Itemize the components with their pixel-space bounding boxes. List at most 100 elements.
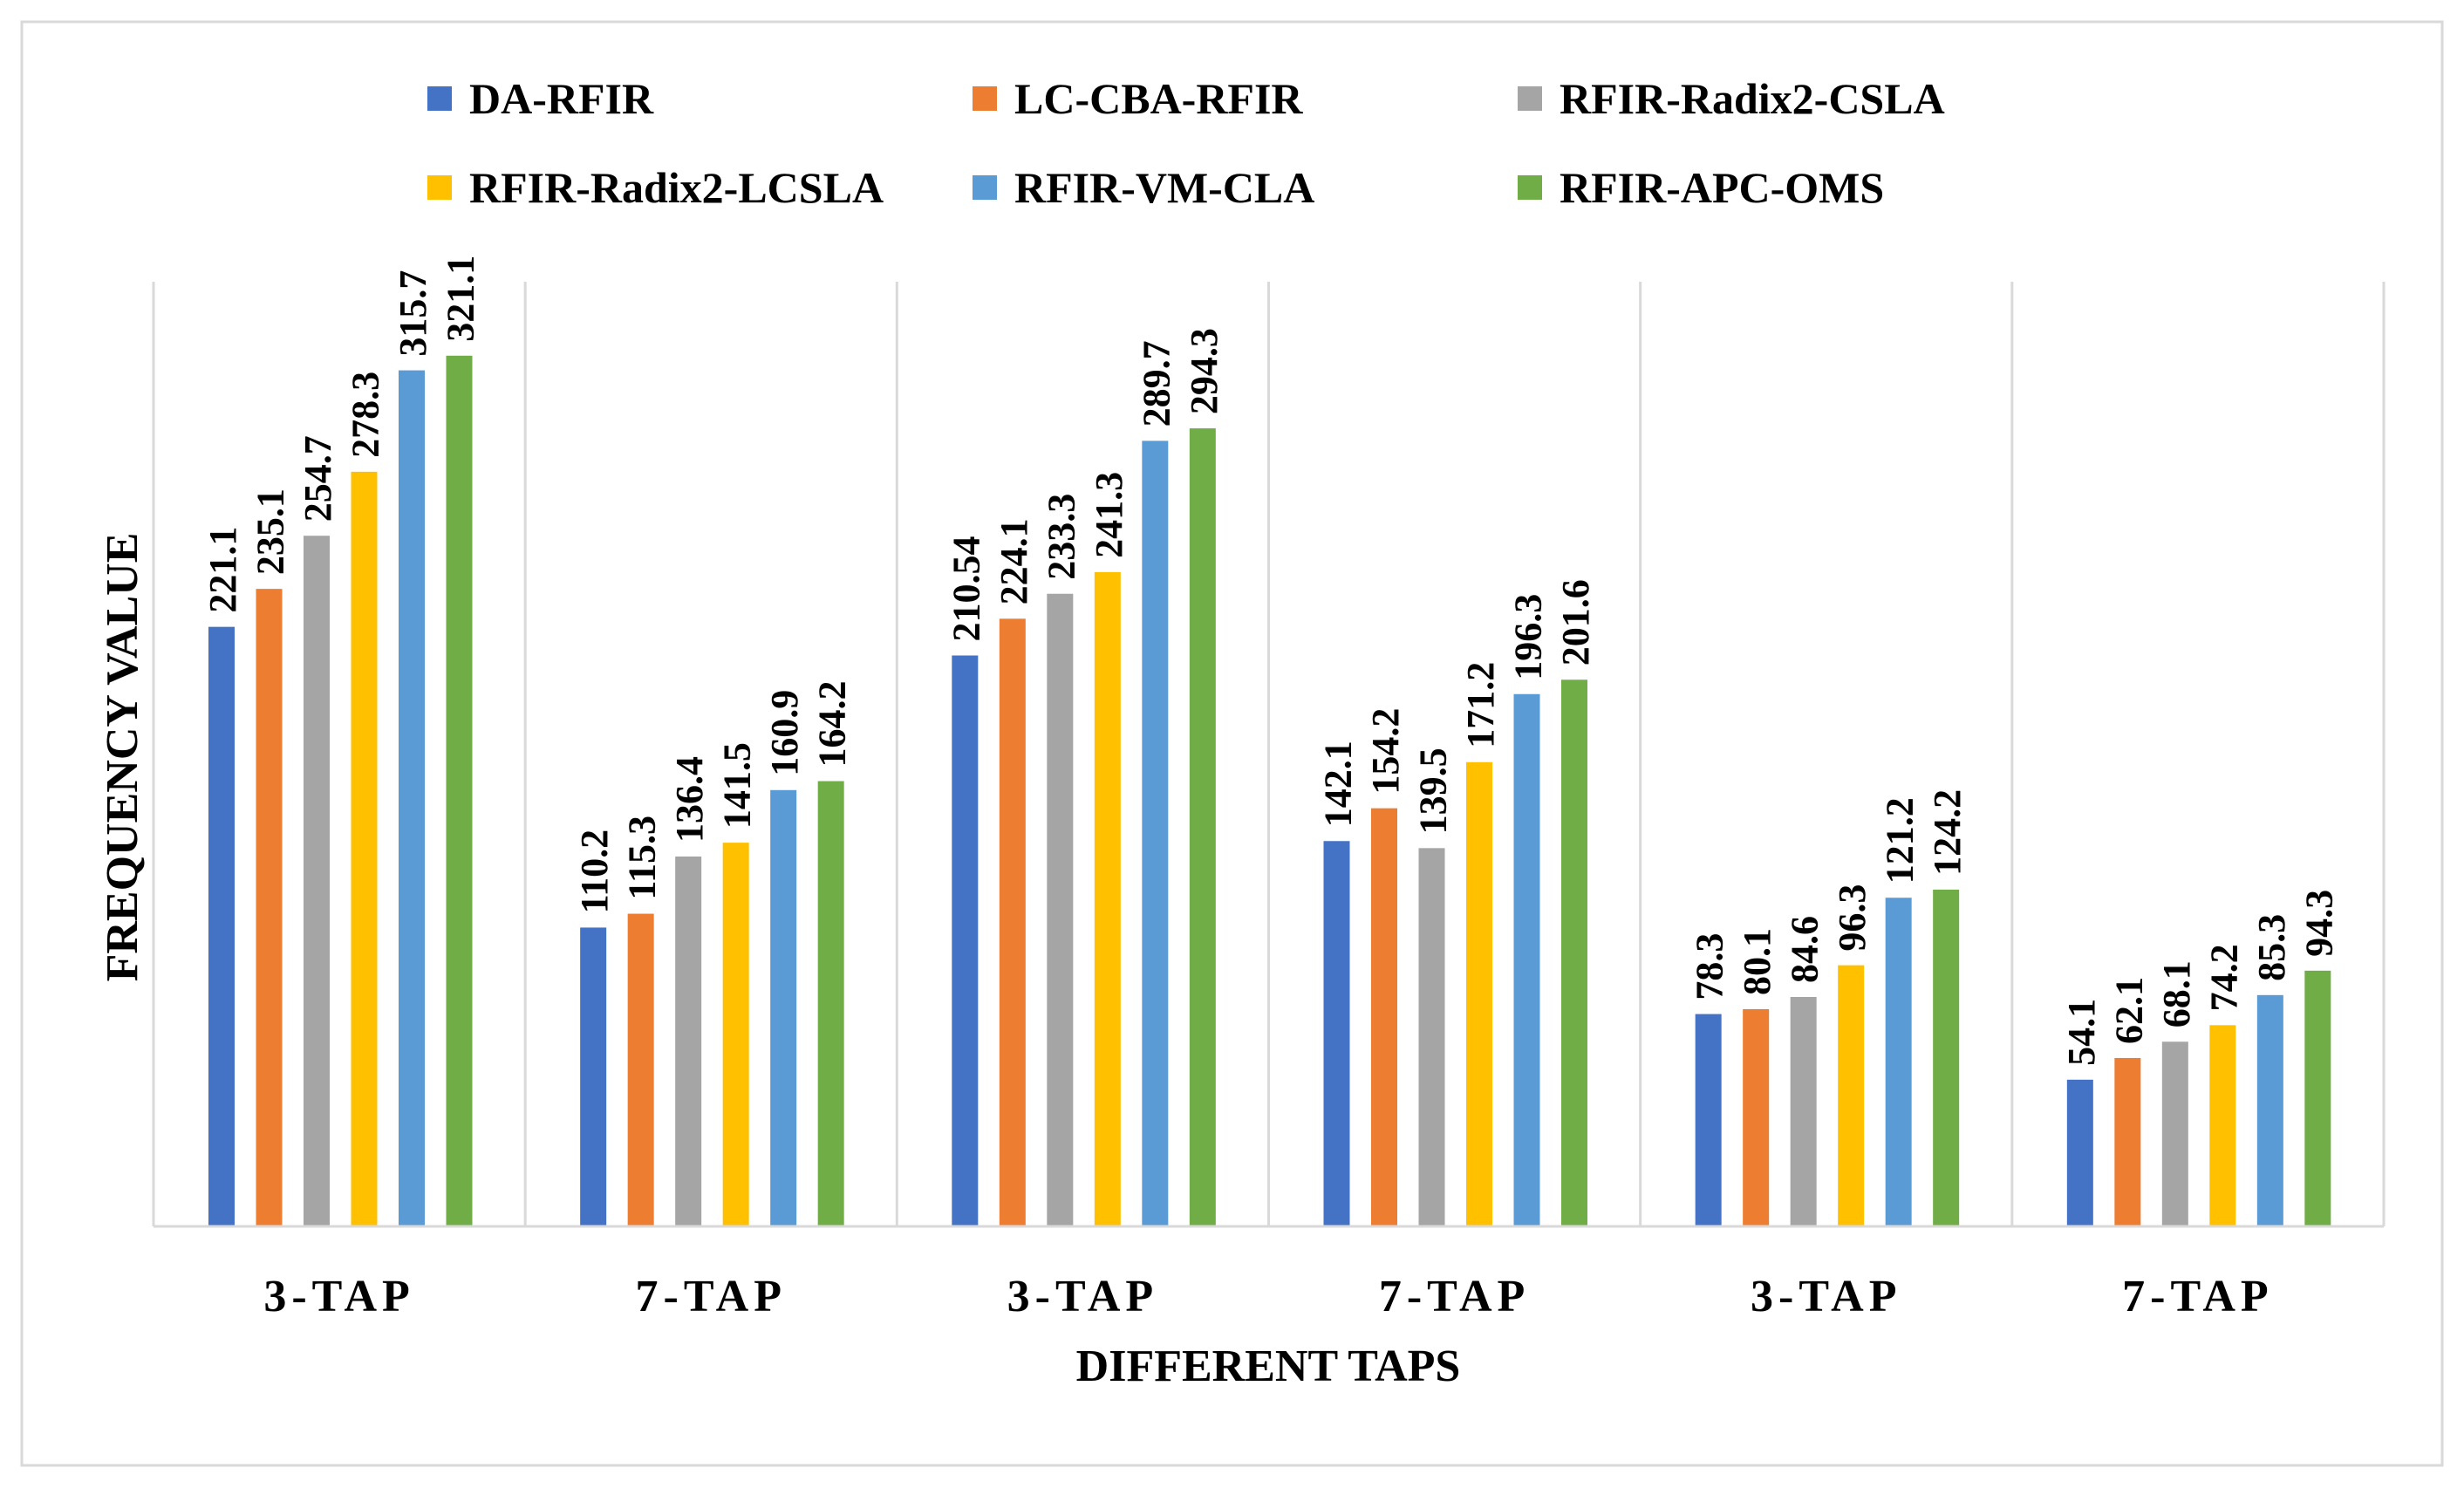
- chart-border: [20, 20, 2444, 1467]
- x-tick-label: 7-TAP: [1379, 1272, 1530, 1321]
- data-label: 164.2: [811, 681, 854, 768]
- data-label: 233.3: [1040, 494, 1082, 580]
- data-label: 278.3: [345, 372, 387, 458]
- data-label: 94.3: [2297, 890, 2340, 957]
- bar: [817, 781, 844, 1226]
- bar: [1323, 841, 1350, 1226]
- bar: [627, 913, 654, 1226]
- legend-swatch: [1518, 86, 1542, 111]
- legend-label: LC-CBA-RFIR: [1014, 74, 1303, 123]
- bar: [770, 789, 797, 1226]
- bar: [580, 927, 607, 1226]
- bar: [1371, 808, 1397, 1226]
- bar: [399, 370, 425, 1227]
- x-tick-label: 3-TAP: [1007, 1272, 1158, 1321]
- bar: [722, 843, 749, 1226]
- bar: [675, 856, 702, 1226]
- legend: DA-RFIR LC-CBA-RFIR RFIR-Radix2-CSLA RFIR-R…: [427, 74, 1945, 212]
- data-label: 62.1: [2107, 977, 2150, 1044]
- data-label: 68.1: [2155, 960, 2198, 1028]
- legend-label: RFIR-Radix2-LCSLA: [469, 163, 884, 212]
- bar: [1790, 997, 1817, 1226]
- bar: [1885, 898, 1912, 1226]
- bar: [2066, 1079, 2093, 1226]
- data-label: 201.6: [1554, 579, 1597, 666]
- legend-label: RFIR-Radix2-CSLA: [1560, 74, 1945, 123]
- x-tick-labels: 3-TAP 7-TAP 3-TAP 7-TAP 3-TAP 7-TAP: [263, 1272, 2273, 1321]
- group-separators: [152, 282, 2386, 1226]
- bar: [1743, 1008, 1770, 1226]
- legend-swatch: [973, 86, 997, 111]
- bar: [1933, 889, 1960, 1226]
- bar: [2304, 970, 2331, 1226]
- data-label: 142.1: [1317, 741, 1360, 827]
- x-tick-label: 3-TAP: [263, 1272, 414, 1321]
- data-label: 224.1: [993, 518, 1035, 604]
- data-label: 84.6: [1784, 916, 1826, 983]
- bar: [952, 655, 979, 1226]
- data-label: 294.3: [1183, 328, 1225, 414]
- legend-swatch: [427, 86, 452, 111]
- bar: [1142, 440, 1169, 1226]
- data-label: 85.3: [2250, 914, 2293, 981]
- data-label: 321.1: [440, 256, 482, 342]
- legend-label: RFIR-VM-CLA: [1014, 163, 1314, 212]
- data-label: 136.4: [668, 756, 711, 843]
- data-label: 115.3: [621, 816, 664, 900]
- bar: [1695, 1014, 1722, 1226]
- bar: [304, 536, 330, 1226]
- data-label: 221.1: [201, 527, 244, 613]
- bar: [999, 618, 1026, 1226]
- data-label: 96.3: [1831, 884, 1874, 952]
- bar: [1561, 679, 1587, 1226]
- x-tick-label: 3-TAP: [1751, 1272, 1901, 1321]
- data-label: 196.3: [1507, 594, 1550, 680]
- legend-swatch: [1518, 175, 1542, 200]
- legend-label: DA-RFIR: [469, 74, 654, 123]
- data-label: 210.54: [945, 536, 987, 641]
- legend-swatch: [427, 175, 452, 200]
- bar: [2209, 1025, 2236, 1226]
- bar: [2256, 994, 2283, 1226]
- data-label: 154.2: [1364, 708, 1407, 795]
- x-tick-label: 7-TAP: [2122, 1272, 2273, 1321]
- bar: [1094, 571, 1121, 1226]
- bar: [1189, 428, 1216, 1226]
- bar: [446, 355, 473, 1227]
- x-axis-title: DIFFERENT TAPS: [1076, 1342, 1461, 1391]
- bar: [256, 589, 283, 1226]
- data-label: 110.2: [573, 830, 616, 914]
- legend-swatch: [973, 175, 997, 200]
- bars: [208, 355, 2331, 1227]
- data-label: 315.7: [392, 270, 434, 357]
- legend-label: RFIR-APC-OMS: [1560, 163, 1884, 212]
- x-tick-label: 7-TAP: [636, 1272, 787, 1321]
- data-label: 235.1: [249, 488, 292, 575]
- bar: [1838, 965, 1865, 1226]
- data-label: 124.2: [1926, 789, 1969, 876]
- data-label: 254.7: [297, 435, 339, 522]
- bar: [208, 626, 235, 1226]
- data-label: 171.2: [1459, 662, 1502, 748]
- data-label: 139.5: [1412, 748, 1455, 834]
- bar: [2114, 1057, 2141, 1226]
- data-label: 54.1: [2060, 999, 2103, 1066]
- data-label: 241.3: [1088, 472, 1130, 558]
- data-label: 121.2: [1879, 797, 1921, 884]
- bar: [1047, 593, 1074, 1226]
- data-label: 74.2: [2202, 944, 2245, 1011]
- data-label: 80.1: [1736, 928, 1778, 995]
- bar: [2161, 1041, 2188, 1226]
- y-axis-title: FREQUENCY VALUE: [98, 533, 147, 982]
- data-label: 78.3: [1689, 933, 1731, 1000]
- bar: [351, 471, 378, 1226]
- data-label: 160.9: [763, 690, 806, 776]
- data-label: 289.7: [1135, 340, 1177, 427]
- data-label: 141.5: [716, 742, 759, 829]
- bar: [1418, 848, 1445, 1226]
- bar: [1466, 761, 1492, 1226]
- bar: [1513, 693, 1540, 1226]
